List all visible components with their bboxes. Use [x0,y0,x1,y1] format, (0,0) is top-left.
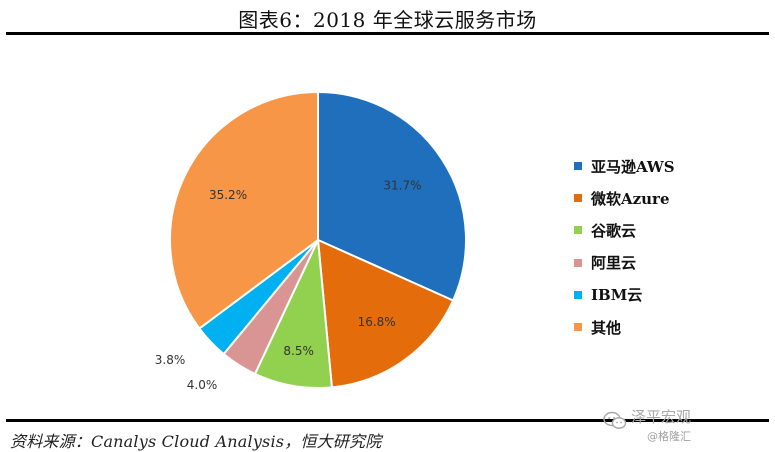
slice-label-alibaba-cloud: 4.0% [187,378,218,392]
watermark-main: 泽平宏观 [631,408,692,426]
top-rule [6,32,769,35]
legend-label-aws: 亚马逊AWS [591,157,675,176]
slice-label-azure: 16.8% [358,315,396,329]
watermark: 泽平宏观 @格隆汇 [603,404,763,448]
legend-item-aws: 亚马逊AWS [574,150,675,182]
legend-swatch-aws [574,162,582,171]
legend-label-other: 其他 [591,318,622,337]
slice-label-other: 35.2% [209,188,247,202]
legend-item-ibm-cloud: IBM云 [574,279,675,311]
pie-slice-aws [317,90,467,302]
source-note: 资料来源：Canalys Cloud Analysis，恒大研究院 [10,432,382,451]
legend-label-ibm-cloud: IBM云 [591,286,643,305]
bottom-rule [6,419,769,422]
legend-item-other: 其他 [574,311,675,343]
legend-label-alibaba-cloud: 阿里云 [591,254,637,273]
pie-slice-other [169,90,319,330]
chart-title: 图表6：2018 年全球云服务市场 [238,8,537,32]
slice-label-ibm-cloud: 3.8% [155,353,186,367]
slice-label-aws: 31.7% [383,178,421,192]
legend-swatch-other [574,323,582,332]
legend-item-azure: 微软Azure [574,182,675,214]
wechat-icon [603,411,627,429]
legend-swatch-azure [574,194,582,203]
legend-swatch-ibm-cloud [574,290,582,299]
chart-legend: 亚马逊AWS 微软Azure 谷歌云阿里云 IBM云其他 [574,150,675,343]
legend-item-alibaba-cloud: 阿里云 [574,247,675,279]
legend-swatch-google-cloud [574,226,582,235]
legend-swatch-alibaba-cloud [574,258,582,267]
legend-item-google-cloud: 谷歌云 [574,214,675,246]
legend-label-google-cloud: 谷歌云 [591,221,637,240]
watermark-sub: @格隆汇 [647,430,691,443]
legend-label-azure: 微软Azure [591,189,670,208]
slice-label-google-cloud: 8.5% [283,344,314,358]
pie-slice-azure [316,238,455,389]
